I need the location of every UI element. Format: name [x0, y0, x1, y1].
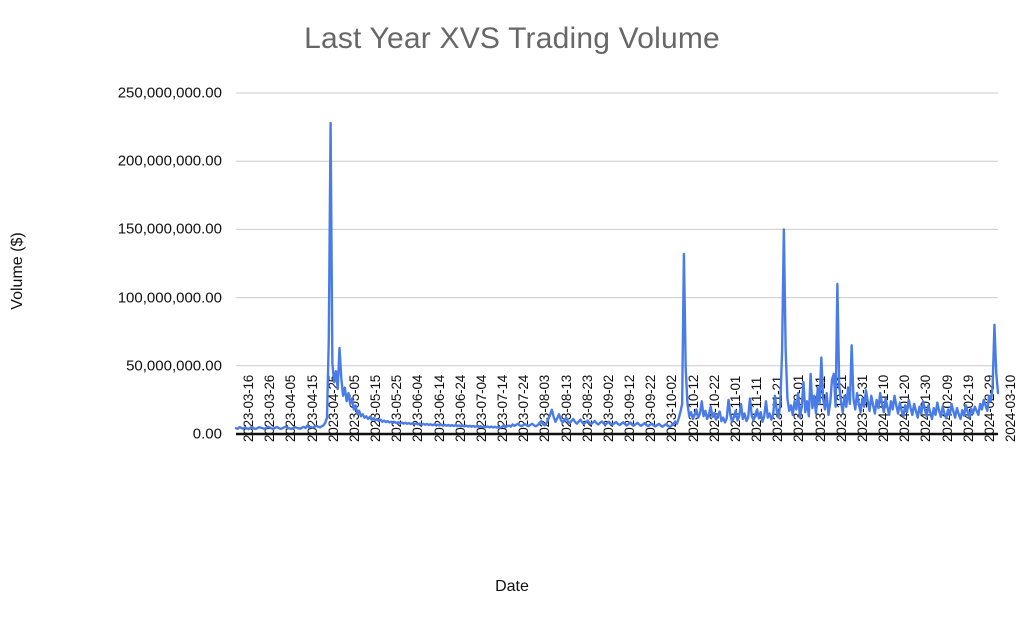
x-axis-title: Date [495, 578, 529, 595]
chart-title: Last Year XVS Trading Volume [304, 22, 720, 55]
volume-line-series [234, 121, 1000, 431]
y-axis-tick-labels: 0.00 50,000,000.00 100,000,000.00 150,000,0… [60, 0, 222, 629]
y-axis-tick-label: 250,000,000.00 [117, 84, 222, 102]
y-axis-tick-label: 150,000,000.00 [117, 220, 222, 238]
gridlines [236, 92, 998, 367]
y-axis-tick-label: 0.00 [192, 425, 222, 443]
y-axis-tick-label: 200,000,000.00 [117, 152, 222, 170]
y-axis-tick-label: 50,000,000.00 [126, 357, 222, 375]
y-axis-tick-label: 100,000,000.00 [117, 289, 222, 307]
